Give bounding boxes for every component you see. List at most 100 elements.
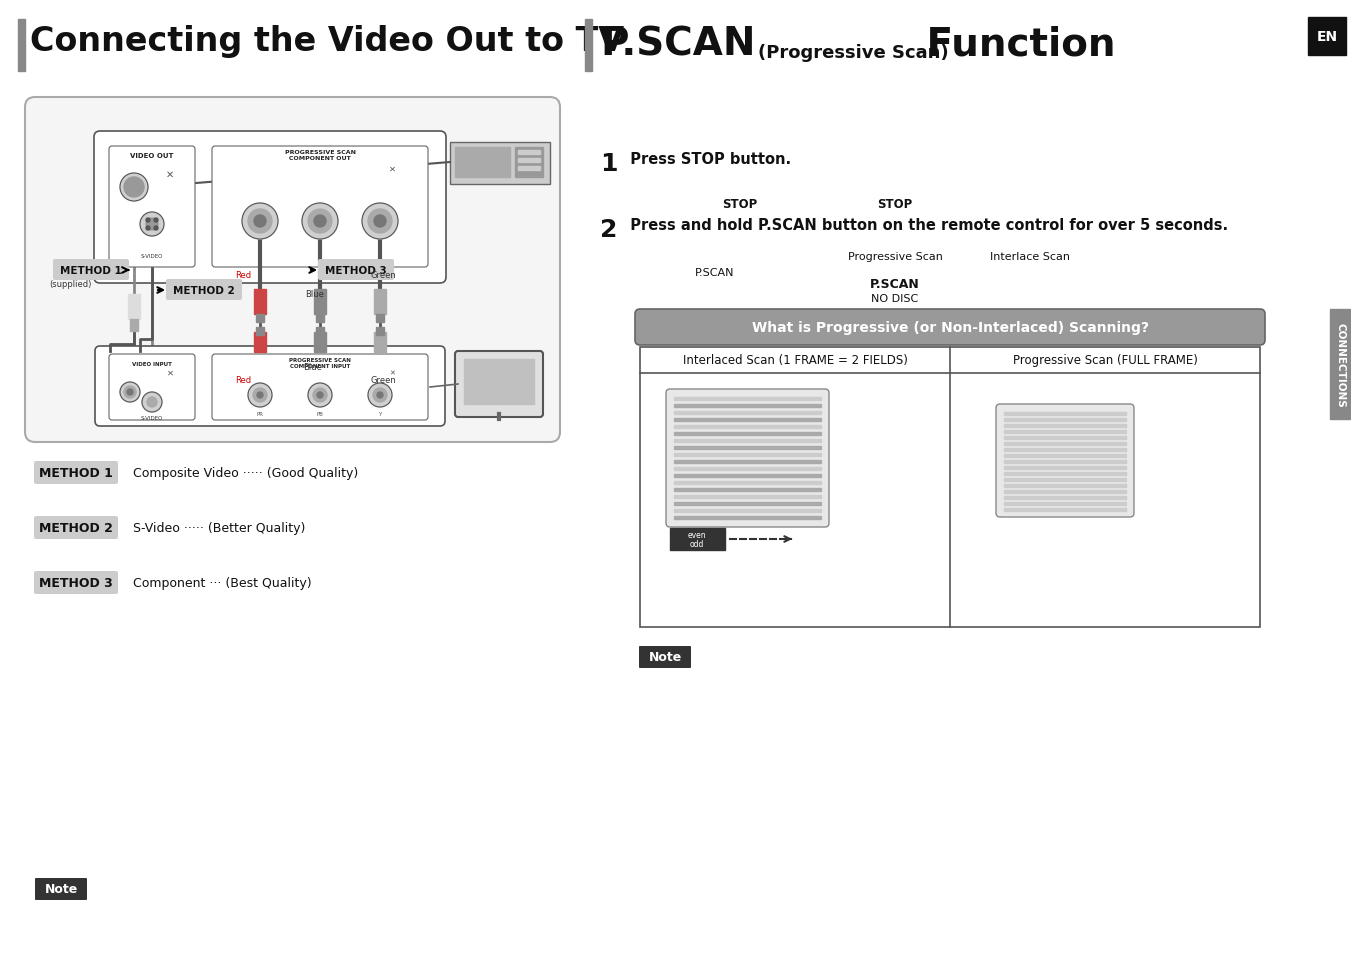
Bar — [674, 460, 821, 463]
Circle shape — [147, 397, 157, 408]
Text: Blue: Blue — [305, 290, 324, 298]
Bar — [674, 502, 821, 505]
Bar — [1004, 455, 1125, 457]
Circle shape — [120, 382, 141, 402]
Bar — [1004, 467, 1125, 470]
Bar — [517, 159, 540, 163]
Bar — [1004, 497, 1125, 499]
Text: Component ··· (Best Quality): Component ··· (Best Quality) — [126, 577, 312, 590]
Bar — [515, 148, 543, 178]
Text: PROGRESSIVE SCAN
COMPONENT OUT: PROGRESSIVE SCAN COMPONENT OUT — [285, 150, 355, 161]
Text: S-VIDEO: S-VIDEO — [141, 253, 163, 258]
Bar — [18, 20, 26, 71]
Bar — [674, 517, 821, 519]
Text: Progressive Scan: Progressive Scan — [847, 252, 943, 262]
Bar — [1004, 418, 1125, 421]
Bar — [376, 328, 384, 335]
FancyBboxPatch shape — [109, 147, 195, 268]
FancyBboxPatch shape — [455, 352, 543, 417]
FancyBboxPatch shape — [317, 260, 394, 281]
Bar — [374, 290, 386, 314]
Circle shape — [253, 389, 267, 402]
Circle shape — [124, 387, 136, 398]
Bar — [674, 496, 821, 498]
Text: CONNECTIONS: CONNECTIONS — [1335, 322, 1346, 407]
Text: P.SCAN: P.SCAN — [870, 277, 920, 291]
Circle shape — [141, 213, 163, 236]
Bar — [316, 328, 324, 335]
Bar — [128, 294, 141, 319]
Text: Press and hold P.SCAN button on the remote control for over 5 seconds.: Press and hold P.SCAN button on the remo… — [620, 218, 1228, 233]
Text: What is Progressive (or Non-Interlaced) Scanning?: What is Progressive (or Non-Interlaced) … — [751, 320, 1148, 335]
Bar — [1004, 431, 1125, 434]
Text: VIDEO OUT: VIDEO OUT — [130, 152, 174, 159]
Text: odd: odd — [690, 540, 704, 549]
Circle shape — [367, 210, 392, 233]
Circle shape — [249, 210, 272, 233]
Text: Green: Green — [370, 375, 396, 385]
Bar — [674, 481, 821, 484]
Bar — [674, 426, 821, 429]
Circle shape — [254, 215, 266, 228]
Bar — [674, 397, 821, 400]
Circle shape — [367, 384, 392, 408]
FancyBboxPatch shape — [34, 461, 118, 484]
Circle shape — [374, 215, 386, 228]
Text: S-Video ····· (Better Quality): S-Video ····· (Better Quality) — [126, 522, 305, 535]
Bar — [517, 151, 540, 154]
Bar — [674, 454, 821, 456]
Text: (supplied): (supplied) — [49, 280, 91, 289]
Circle shape — [124, 178, 145, 198]
Bar — [1004, 502, 1125, 505]
Text: Progressive Scan (FULL FRAME): Progressive Scan (FULL FRAME) — [1012, 355, 1197, 367]
Bar — [674, 468, 821, 471]
Bar — [455, 148, 509, 178]
Text: Composite Video ····· (Good Quality): Composite Video ····· (Good Quality) — [126, 467, 358, 480]
Circle shape — [154, 219, 158, 223]
Circle shape — [303, 204, 338, 240]
Text: Green: Green — [370, 271, 396, 280]
Text: PR: PR — [257, 412, 263, 416]
Bar — [450, 143, 550, 185]
Text: METHOD 3: METHOD 3 — [39, 577, 113, 590]
Circle shape — [308, 384, 332, 408]
Text: Red: Red — [235, 271, 251, 280]
Text: Note: Note — [45, 882, 77, 896]
Bar — [1329, 310, 1350, 419]
FancyBboxPatch shape — [53, 260, 128, 281]
Circle shape — [154, 227, 158, 231]
Bar — [255, 328, 263, 335]
Bar — [1004, 473, 1125, 476]
Text: METHOD 1: METHOD 1 — [61, 266, 122, 275]
Bar — [517, 167, 540, 171]
Bar — [1004, 413, 1125, 416]
Text: Interlaced Scan (1 FRAME = 2 FIELDS): Interlaced Scan (1 FRAME = 2 FIELDS) — [682, 355, 908, 367]
Text: Interlace Scan: Interlace Scan — [990, 252, 1070, 262]
Circle shape — [257, 393, 263, 398]
Text: even: even — [688, 531, 707, 540]
FancyBboxPatch shape — [996, 405, 1133, 517]
Text: METHOD 2: METHOD 2 — [173, 286, 235, 295]
Circle shape — [377, 393, 382, 398]
Text: METHOD 1: METHOD 1 — [39, 467, 113, 480]
Circle shape — [313, 389, 327, 402]
Bar — [1004, 484, 1125, 488]
Text: STOP: STOP — [877, 198, 913, 211]
Text: (Progressive Scan): (Progressive Scan) — [758, 44, 948, 62]
Bar — [255, 314, 263, 323]
Bar — [674, 439, 821, 442]
Bar — [254, 290, 266, 314]
Text: P.SCAN: P.SCAN — [696, 268, 735, 277]
Circle shape — [242, 204, 278, 240]
Bar — [674, 433, 821, 436]
Text: STOP: STOP — [723, 198, 758, 211]
Bar — [376, 314, 384, 323]
Circle shape — [308, 210, 332, 233]
Circle shape — [146, 219, 150, 223]
Text: EN: EN — [1316, 30, 1337, 44]
Circle shape — [146, 227, 150, 231]
Text: Y: Y — [378, 412, 381, 416]
Circle shape — [249, 384, 272, 408]
Bar — [674, 412, 821, 415]
Bar — [1004, 424, 1125, 428]
